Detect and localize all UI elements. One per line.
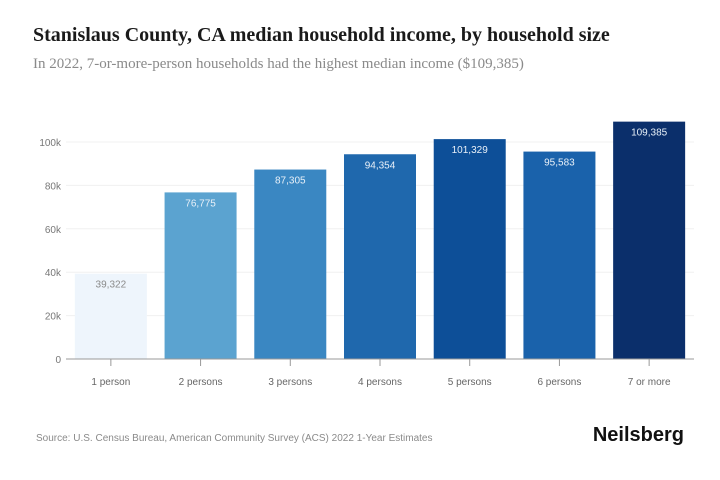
x-tick-label: 7 or more bbox=[628, 377, 671, 388]
data-label: 94,354 bbox=[365, 160, 396, 171]
data-label: 87,305 bbox=[275, 176, 306, 187]
y-tick-label: 100k bbox=[39, 138, 62, 149]
bar-4 bbox=[344, 154, 416, 359]
data-label: 76,775 bbox=[185, 198, 216, 209]
x-tick-label: 5 persons bbox=[448, 377, 492, 388]
x-tick-label: 2 persons bbox=[179, 377, 223, 388]
y-tick-label: 40k bbox=[45, 268, 62, 279]
chart-title: Stanislaus County, CA median household i… bbox=[33, 24, 610, 46]
bar-3 bbox=[254, 169, 327, 359]
y-tick-label: 20k bbox=[45, 312, 62, 323]
data-label: 101,329 bbox=[452, 145, 489, 156]
neilsberg-logo: Neilsberg bbox=[592, 424, 684, 446]
x-tick-label: 4 persons bbox=[358, 377, 402, 388]
x-tick-label: 3 persons bbox=[268, 377, 312, 388]
source-note: Source: U.S. Census Bureau, American Com… bbox=[36, 433, 433, 444]
data-label: 109,385 bbox=[631, 128, 668, 139]
y-tick-label: 80k bbox=[45, 181, 62, 192]
data-label: 39,322 bbox=[96, 280, 127, 291]
bar-6 bbox=[523, 151, 596, 359]
y-tick-label: 0 bbox=[55, 355, 61, 366]
y-tick-label: 60k bbox=[45, 225, 62, 236]
chart-subtitle: In 2022, 7-or-more-person households had… bbox=[33, 56, 524, 72]
x-tick-label: 1 person bbox=[91, 377, 130, 388]
bar-7 bbox=[613, 121, 686, 359]
bar-1 bbox=[74, 273, 147, 359]
x-tick-label: 6 persons bbox=[537, 377, 581, 388]
bar-5 bbox=[433, 139, 506, 359]
bar-2 bbox=[164, 192, 237, 359]
data-label: 95,583 bbox=[544, 158, 575, 169]
